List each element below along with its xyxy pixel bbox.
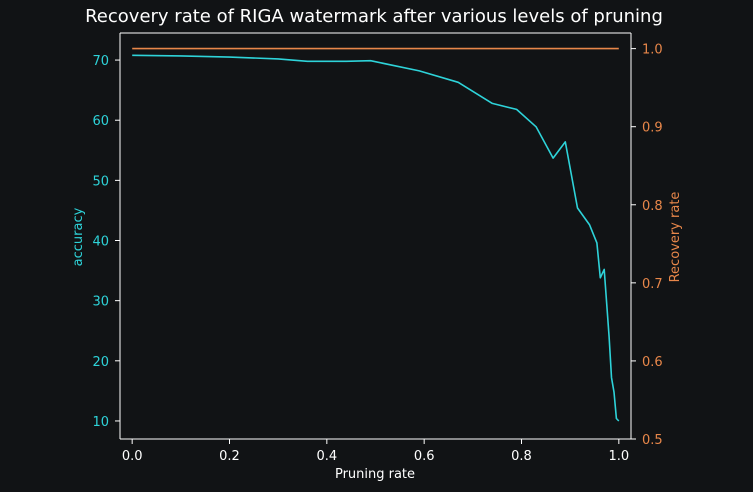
y-left-axis-ticks: 10 20 30 40 50 60 70 (92, 54, 120, 430)
x-tick-label: 0.4 (316, 449, 337, 464)
y-left-tick-label: 40 (92, 235, 109, 250)
y-left-tick-label: 50 (92, 174, 109, 189)
x-tick-label: 1.0 (608, 449, 629, 464)
series-layer (132, 47, 620, 422)
y-right-axis-ticks: 0.5 0.6 0.7 0.8 0.9 1.0 (631, 43, 663, 448)
chart-title: Recovery rate of RIGA watermark after va… (85, 6, 663, 27)
x-tick-label: 0.6 (414, 449, 435, 464)
x-tick-label: 0.8 (511, 449, 532, 464)
x-tick-label: 0.2 (219, 449, 240, 464)
y-right-tick-label: 1.0 (642, 43, 663, 58)
y-left-tick-label: 60 (92, 114, 109, 129)
plot-frame (119, 32, 632, 440)
x-tick-label: 0.0 (122, 449, 143, 464)
y-left-tick-label: 10 (92, 415, 109, 430)
x-axis-ticks: 0.0 0.2 0.4 0.6 0.8 1.0 (122, 439, 629, 464)
y-right-tick-label: 0.6 (642, 355, 663, 370)
accuracy-line (132, 54, 620, 422)
y-right-tick-label: 0.9 (642, 121, 663, 136)
y-right-tick-label: 0.8 (642, 199, 663, 214)
y-right-tick-label: 0.5 (642, 433, 663, 448)
y-left-tick-label: 70 (92, 54, 109, 69)
y-left-axis-label: accuracy (71, 207, 86, 266)
y-left-tick-label: 30 (92, 295, 109, 310)
x-axis-label: Pruning rate (335, 467, 415, 482)
y-right-axis-label: Recovery rate (668, 192, 683, 283)
y-right-tick-label: 0.7 (642, 277, 663, 292)
y-left-tick-label: 20 (92, 355, 109, 370)
